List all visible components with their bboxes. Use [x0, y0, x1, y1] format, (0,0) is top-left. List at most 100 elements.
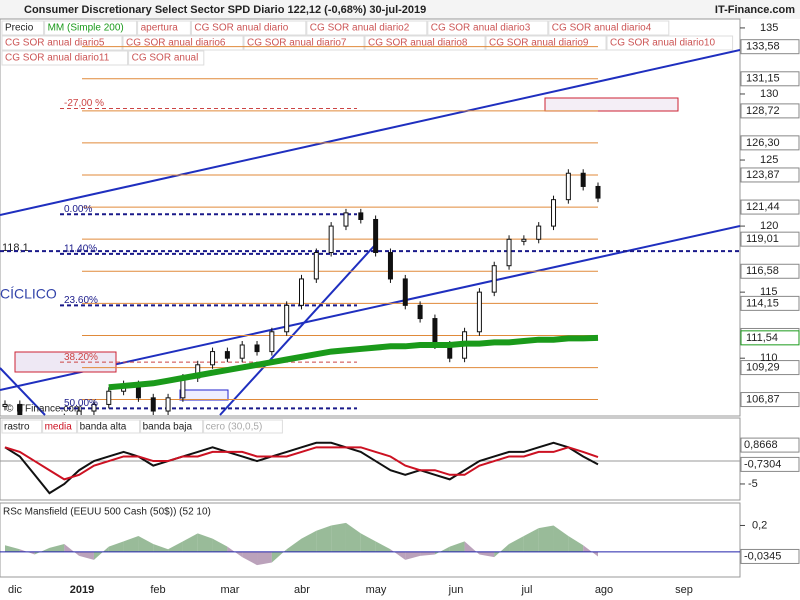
legend-box	[140, 419, 204, 434]
level-label: 133,58	[746, 41, 780, 53]
level-label: 106,87	[746, 393, 780, 405]
level-tag	[740, 135, 800, 151]
rs-area	[331, 522, 346, 552]
legend-box	[128, 50, 205, 66]
rs-area	[242, 551, 258, 566]
candle	[224, 351, 230, 359]
rs-area	[271, 549, 287, 563]
level-label: 119,01	[746, 233, 779, 245]
candle	[536, 225, 542, 240]
x-tick-label: 2019	[70, 584, 94, 596]
candle	[491, 265, 497, 293]
candle	[328, 225, 334, 254]
y-tick-label: -5	[748, 478, 758, 490]
legend-box	[606, 35, 734, 51]
y-tick-label: 120	[760, 220, 778, 232]
legend-item: banda alta	[80, 422, 127, 433]
candle	[17, 403, 23, 415]
level-tag	[740, 360, 800, 376]
last-tag	[740, 548, 800, 564]
level-label: 121,44	[746, 201, 780, 213]
legend-item: CG SOR anual diario7	[247, 38, 347, 49]
legend-box	[203, 419, 283, 434]
candle	[580, 172, 586, 187]
moving-average	[108, 334, 599, 391]
level-label: 128,72	[746, 105, 780, 117]
legend-box	[42, 419, 78, 434]
x-tick-label: jul	[520, 584, 532, 596]
fib-label: 50.00%	[64, 398, 98, 409]
rs-area	[49, 543, 65, 552]
legend-item: media	[45, 422, 73, 433]
legend-item: CG SOR anual diario8	[368, 38, 468, 49]
last-label: -0,7304	[744, 458, 781, 470]
x-tick-label: jun	[448, 584, 464, 596]
rs-area	[523, 528, 539, 552]
zone-box	[179, 389, 229, 401]
legend-item: cero (30,0,5)	[206, 422, 263, 433]
x-tick-label: abr	[294, 584, 310, 596]
title: Consumer Discretionary Select Sector SPD…	[24, 4, 426, 16]
legend-item: banda baja	[143, 422, 193, 433]
rs-area	[449, 541, 465, 552]
x-tick-label: mar	[221, 584, 240, 596]
x-tick-label: dic	[8, 584, 23, 596]
rs-area	[464, 541, 480, 555]
brand: IT-Finance.com	[715, 4, 795, 16]
level-tag	[740, 199, 800, 215]
candle	[269, 331, 275, 353]
x-tick-label: ago	[595, 584, 613, 596]
rs-area	[583, 545, 598, 557]
rs-area	[79, 551, 94, 560]
candle	[476, 291, 482, 333]
legend-box	[1, 50, 129, 66]
last-label: 0,8668	[744, 439, 778, 451]
level-label: 114,15	[746, 297, 779, 309]
trend-line	[0, 49, 740, 216]
rs-area	[197, 533, 213, 552]
main-plot	[0, 46, 740, 415]
level-tag	[740, 392, 800, 408]
fib-label: 23.60%	[64, 295, 98, 306]
rs-area	[316, 525, 332, 552]
legend-item: CG SOR anual diario9	[489, 38, 589, 49]
candle	[358, 212, 364, 220]
main-frame	[0, 18, 741, 417]
rs-area	[509, 536, 524, 552]
last-tag	[740, 437, 800, 453]
level-label: 109,29	[746, 361, 780, 373]
x-tick-label: sep	[675, 584, 693, 596]
rs-area	[301, 530, 317, 552]
last-label: -0,0345	[744, 550, 781, 562]
rs-area	[257, 551, 272, 566]
legend-item: CG SOR anual diario10	[610, 38, 715, 49]
candle	[2, 403, 8, 407]
fib-label: 38.20%	[64, 352, 98, 363]
legend-box	[427, 20, 549, 36]
candle	[106, 390, 112, 405]
legend-box	[306, 20, 428, 36]
osc-line	[4, 446, 599, 481]
rs-area	[538, 525, 554, 552]
candle	[521, 238, 527, 242]
rs-area	[434, 546, 450, 555]
rs-area	[108, 541, 124, 552]
level-label: 116,58	[746, 265, 779, 277]
trend-line	[0, 367, 46, 416]
candle	[402, 278, 408, 306]
candle	[343, 212, 349, 227]
zone-box	[544, 97, 679, 112]
y-tick-label: 0,2	[752, 519, 767, 531]
legend-item: CG SOR anual diario3	[431, 23, 531, 34]
osc-frame	[0, 417, 741, 501]
osc-line	[4, 441, 599, 495]
candle	[76, 410, 82, 415]
rs-area	[227, 546, 243, 558]
y-tick-label: 110	[760, 352, 778, 364]
candle	[551, 199, 557, 227]
header-bar	[0, 0, 800, 19]
level-tag	[740, 167, 800, 183]
legend-box	[137, 20, 191, 36]
legend-item: CG SOR anual diario2	[310, 23, 410, 34]
legend-box	[548, 20, 670, 36]
